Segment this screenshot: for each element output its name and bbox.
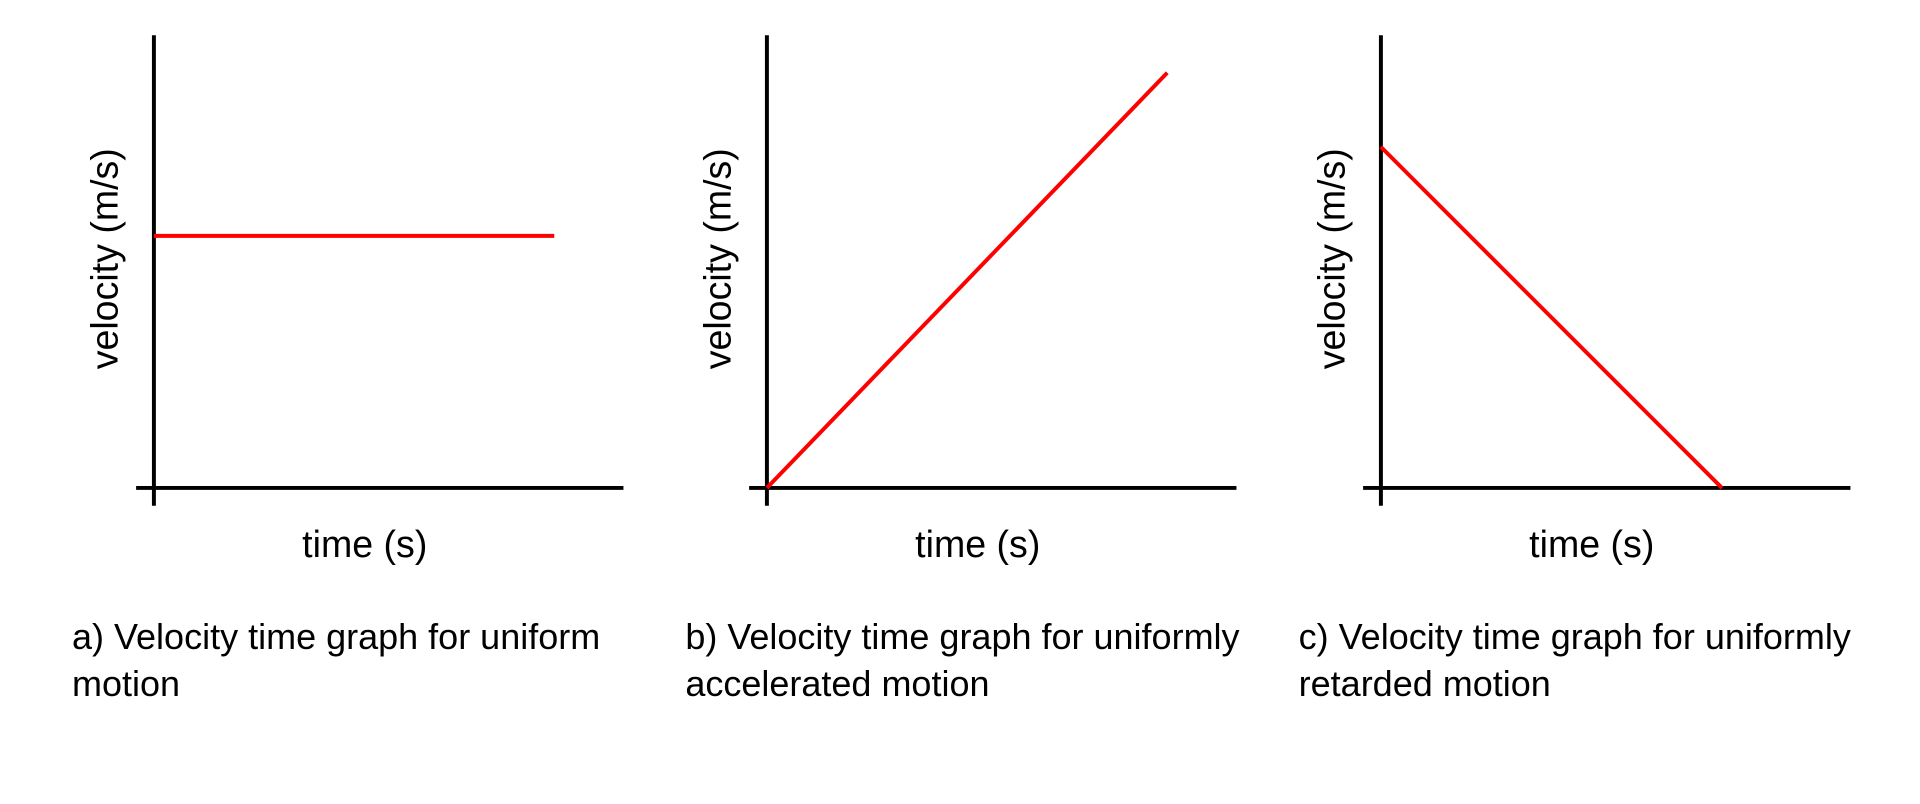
data-line-c	[1381, 147, 1722, 488]
x-axis-label: time (s)	[1529, 523, 1654, 565]
x-axis-label: time (s)	[302, 523, 427, 565]
data-line-b	[767, 73, 1167, 488]
chart-c-svg: velocity (m/s) time (s)	[1287, 30, 1860, 590]
chart-b: velocity (m/s) time (s)	[673, 30, 1246, 590]
panel-c: velocity (m/s) time (s) c) Velocity time…	[1287, 30, 1860, 774]
caption-b: b) Velocity time graph for uniformly acc…	[673, 590, 1246, 708]
chart-c: velocity (m/s) time (s)	[1287, 30, 1860, 590]
caption-a: a) Velocity time graph for uniform motio…	[60, 590, 633, 708]
x-axis-label: time (s)	[916, 523, 1041, 565]
caption-c: c) Velocity time graph for uniformly ret…	[1287, 590, 1860, 708]
chart-a-svg: velocity (m/s) time (s)	[60, 30, 633, 590]
chart-a: velocity (m/s) time (s)	[60, 30, 633, 590]
y-axis-label: velocity (m/s)	[83, 148, 125, 369]
y-axis-label: velocity (m/s)	[1310, 148, 1352, 369]
panel-b: velocity (m/s) time (s) b) Velocity time…	[673, 30, 1246, 774]
panel-a: velocity (m/s) time (s) a) Velocity time…	[60, 30, 633, 774]
chart-b-svg: velocity (m/s) time (s)	[673, 30, 1246, 590]
y-axis-label: velocity (m/s)	[697, 148, 739, 369]
